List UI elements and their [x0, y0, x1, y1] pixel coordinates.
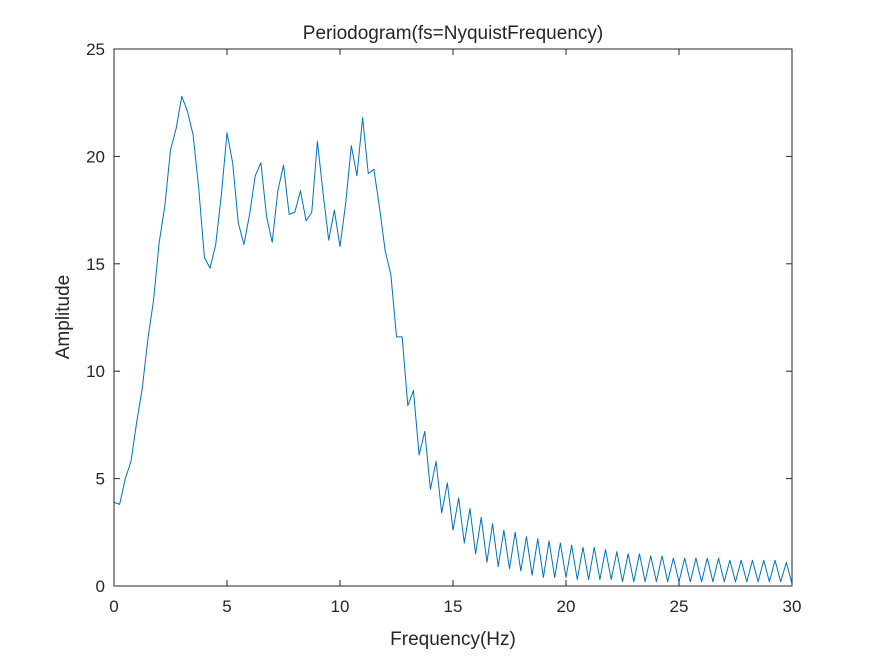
- x-tick-label: 20: [557, 597, 576, 616]
- y-tick-label: 5: [96, 470, 105, 489]
- axes-box: [113, 48, 793, 587]
- x-axis-label: Frequency(Hz): [390, 629, 516, 650]
- axes-background: [114, 49, 792, 586]
- y-tick-label: 20: [86, 147, 105, 166]
- x-tick-label: 30: [783, 597, 802, 616]
- x-tick-label: 5: [222, 597, 231, 616]
- x-axis-ticks: 0 5 10 15 20 25 30: [109, 49, 801, 616]
- x-tick-label: 25: [670, 597, 689, 616]
- y-tick-label: 15: [86, 255, 105, 274]
- y-axis-label: Amplitude: [53, 275, 74, 360]
- y-tick-label: 10: [86, 362, 105, 381]
- chart-title: Periodogram(fs=NyquistFrequency): [303, 23, 603, 44]
- y-axis-ticks: 0 5 10 15 20 25: [86, 40, 792, 596]
- x-tick-label: 0: [109, 597, 118, 616]
- x-tick-label: 15: [444, 597, 463, 616]
- y-tick-label: 25: [86, 40, 105, 59]
- y-tick-label: 0: [96, 577, 105, 596]
- x-tick-label: 10: [331, 597, 350, 616]
